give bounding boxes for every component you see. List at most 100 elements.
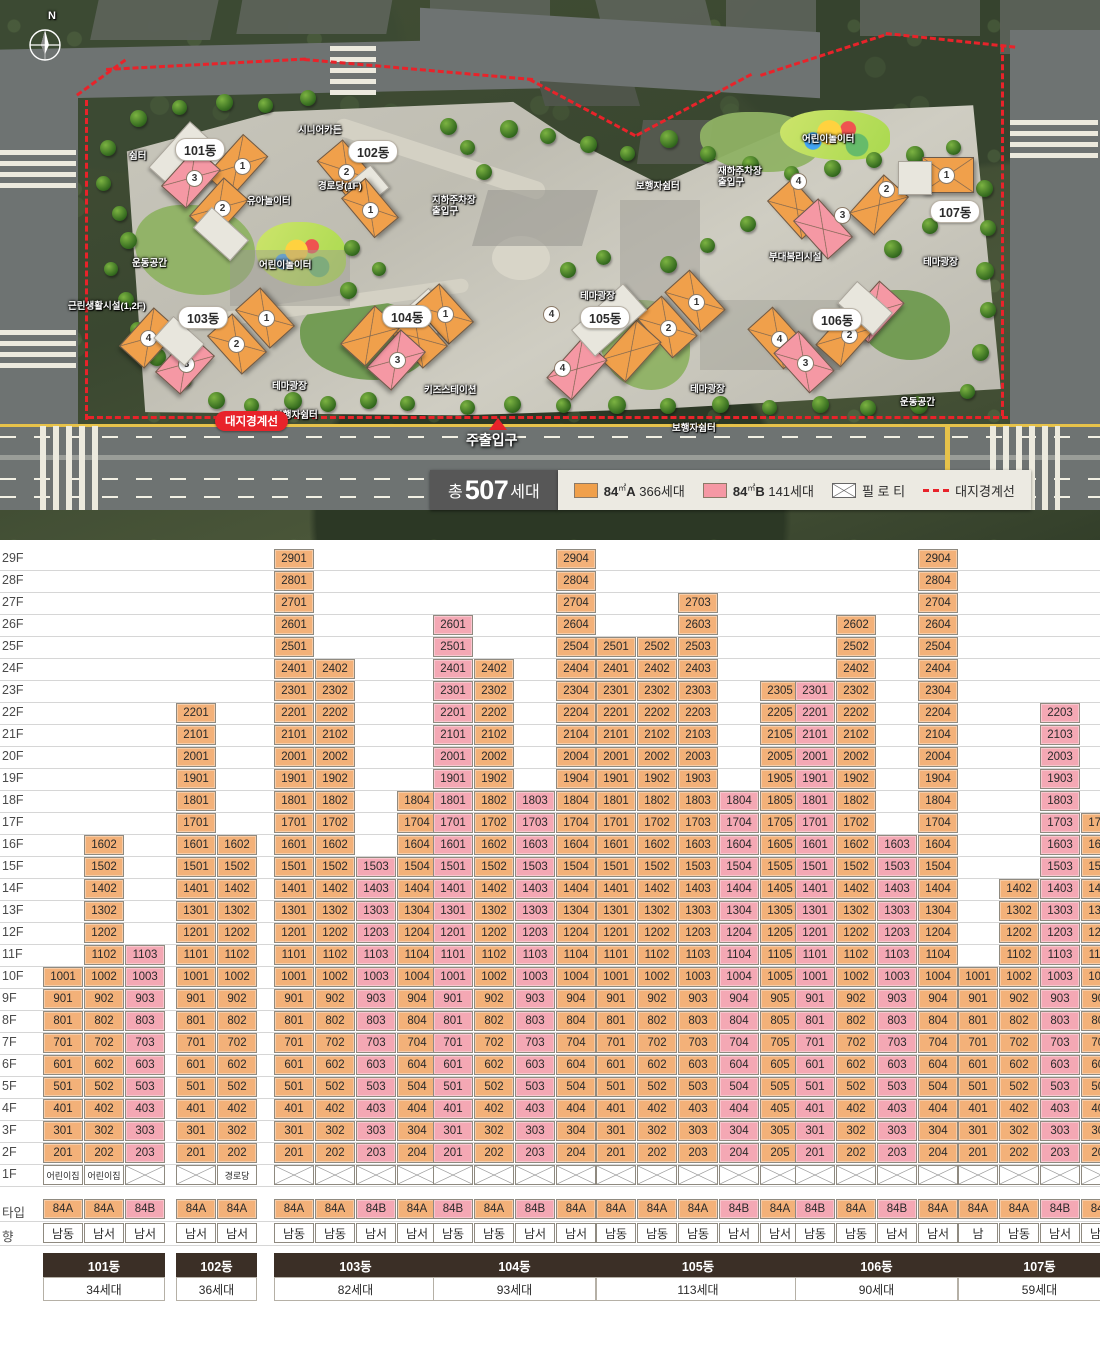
unit-cell[interactable]: 902 bbox=[315, 989, 355, 1009]
unit-cell[interactable]: 1801 bbox=[795, 791, 835, 811]
unit-cell[interactable]: 2302 bbox=[474, 681, 514, 701]
unit-cell[interactable]: 1701 bbox=[176, 813, 216, 833]
unit-cell[interactable]: 1403 bbox=[515, 879, 555, 899]
unit-cell[interactable]: 203 bbox=[125, 1143, 165, 1163]
unit-cell[interactable]: 801 bbox=[274, 1011, 314, 1031]
unit-cell[interactable]: 504 bbox=[1081, 1077, 1100, 1097]
unit-cell[interactable]: 201 bbox=[176, 1143, 216, 1163]
unit-cell[interactable]: 1501 bbox=[274, 857, 314, 877]
map-dong-pill-107[interactable]: 107동 bbox=[930, 200, 981, 223]
unit-cell[interactable]: 1002 bbox=[637, 967, 677, 987]
unit-cell[interactable]: 1003 bbox=[125, 967, 165, 987]
unit-cell[interactable]: 1401 bbox=[433, 879, 473, 899]
unit-cell[interactable]: 1301 bbox=[795, 901, 835, 921]
unit-cell[interactable]: 403 bbox=[125, 1099, 165, 1119]
unit-cell[interactable]: 201 bbox=[596, 1143, 636, 1163]
unit-cell[interactable]: 1604 bbox=[719, 835, 759, 855]
unit-cell[interactable]: 1302 bbox=[836, 901, 876, 921]
unit-cell[interactable]: 604 bbox=[397, 1055, 437, 1075]
unit-cell[interactable]: 304 bbox=[397, 1121, 437, 1141]
unit-cell[interactable]: 1602 bbox=[637, 835, 677, 855]
unit-cell[interactable]: 904 bbox=[556, 989, 596, 1009]
unit-cell[interactable]: 902 bbox=[999, 989, 1039, 1009]
unit-cell[interactable]: 502 bbox=[637, 1077, 677, 1097]
unit-cell[interactable]: 1503 bbox=[515, 857, 555, 877]
unit-cell[interactable]: 1504 bbox=[1081, 857, 1100, 877]
unit-cell[interactable]: 1005 bbox=[760, 967, 800, 987]
unit-cell[interactable]: 1501 bbox=[596, 857, 636, 877]
unit-cell[interactable]: 702 bbox=[999, 1033, 1039, 1053]
unit-cell[interactable]: 2701 bbox=[274, 593, 314, 613]
unit-cell[interactable]: 1101 bbox=[596, 945, 636, 965]
unit-cell[interactable]: 2503 bbox=[678, 637, 718, 657]
unit-cell[interactable]: 401 bbox=[795, 1099, 835, 1119]
unit-cell[interactable]: 1902 bbox=[474, 769, 514, 789]
unit-cell[interactable]: 1501 bbox=[433, 857, 473, 877]
unit-cell[interactable]: 1905 bbox=[760, 769, 800, 789]
unit-cell[interactable]: 1801 bbox=[176, 791, 216, 811]
unit-cell[interactable]: 1604 bbox=[556, 835, 596, 855]
unit-cell[interactable]: 501 bbox=[433, 1077, 473, 1097]
unit-cell[interactable]: 202 bbox=[474, 1143, 514, 1163]
unit-cell[interactable]: 204 bbox=[719, 1143, 759, 1163]
unit-cell[interactable]: 703 bbox=[125, 1033, 165, 1053]
unit-cell[interactable]: 701 bbox=[43, 1033, 83, 1053]
unit-cell[interactable]: 901 bbox=[795, 989, 835, 1009]
unit-cell[interactable]: 803 bbox=[356, 1011, 396, 1031]
unit-cell[interactable]: 501 bbox=[274, 1077, 314, 1097]
unit-cell[interactable]: 903 bbox=[678, 989, 718, 1009]
unit-cell[interactable]: 1501 bbox=[795, 857, 835, 877]
unit-cell[interactable]: 2901 bbox=[274, 549, 314, 569]
unit-cell[interactable]: 505 bbox=[760, 1077, 800, 1097]
unit-cell[interactable]: 1103 bbox=[515, 945, 555, 965]
unit-cell[interactable]: 803 bbox=[678, 1011, 718, 1031]
unit-cell[interactable]: 502 bbox=[474, 1077, 514, 1097]
unit-cell[interactable]: 1604 bbox=[1081, 835, 1100, 855]
unit-cell[interactable]: 1502 bbox=[836, 857, 876, 877]
unit-cell[interactable]: 604 bbox=[918, 1055, 958, 1075]
unit-cell[interactable]: 701 bbox=[274, 1033, 314, 1053]
unit-cell[interactable]: 1404 bbox=[719, 879, 759, 899]
unit-cell[interactable]: 202 bbox=[836, 1143, 876, 1163]
unit-cell[interactable]: 403 bbox=[678, 1099, 718, 1119]
unit-cell[interactable]: 902 bbox=[474, 989, 514, 1009]
unit-cell[interactable]: 501 bbox=[43, 1077, 83, 1097]
unit-cell[interactable]: 702 bbox=[315, 1033, 355, 1053]
unit-cell[interactable]: 1002 bbox=[84, 967, 124, 987]
unit-cell[interactable]: 501 bbox=[958, 1077, 998, 1097]
unit-cell[interactable]: 2202 bbox=[637, 703, 677, 723]
unit-cell[interactable]: 401 bbox=[433, 1099, 473, 1119]
unit-cell[interactable]: 1701 bbox=[274, 813, 314, 833]
unit-cell[interactable]: 403 bbox=[515, 1099, 555, 1119]
unit-cell[interactable]: 1701 bbox=[795, 813, 835, 833]
unit-cell[interactable]: 901 bbox=[176, 989, 216, 1009]
unit-cell[interactable]: 1601 bbox=[433, 835, 473, 855]
unit-cell[interactable]: 2003 bbox=[1040, 747, 1080, 767]
unit-cell[interactable]: 1204 bbox=[719, 923, 759, 943]
unit-cell[interactable]: 1102 bbox=[217, 945, 257, 965]
unit-cell[interactable]: 1104 bbox=[397, 945, 437, 965]
unit-cell[interactable]: 1102 bbox=[836, 945, 876, 965]
unit-cell[interactable]: 2003 bbox=[678, 747, 718, 767]
unit-cell[interactable]: 302 bbox=[217, 1121, 257, 1141]
unit-cell[interactable]: 2204 bbox=[918, 703, 958, 723]
unit-cell[interactable]: 301 bbox=[795, 1121, 835, 1141]
unit-cell[interactable]: 402 bbox=[315, 1099, 355, 1119]
unit-cell[interactable]: 302 bbox=[999, 1121, 1039, 1141]
unit-cell[interactable]: 2101 bbox=[274, 725, 314, 745]
unit-cell[interactable]: 1101 bbox=[274, 945, 314, 965]
unit-cell[interactable]: 1804 bbox=[918, 791, 958, 811]
unit-cell[interactable]: 302 bbox=[637, 1121, 677, 1141]
unit-cell[interactable]: 702 bbox=[84, 1033, 124, 1053]
unit-cell[interactable]: 502 bbox=[836, 1077, 876, 1097]
unit-cell[interactable]: 602 bbox=[474, 1055, 514, 1075]
unit-cell[interactable]: 1903 bbox=[1040, 769, 1080, 789]
unit-cell[interactable]: 1402 bbox=[999, 879, 1039, 899]
unit-cell[interactable]: 803 bbox=[877, 1011, 917, 1031]
unit-cell[interactable]: 2201 bbox=[596, 703, 636, 723]
unit-cell[interactable]: 502 bbox=[315, 1077, 355, 1097]
dong-name-header[interactable]: 101동 bbox=[43, 1253, 165, 1277]
unit-cell[interactable]: 1104 bbox=[556, 945, 596, 965]
unit-cell[interactable]: 1901 bbox=[176, 769, 216, 789]
unit-cell[interactable]: 2601 bbox=[433, 615, 473, 635]
